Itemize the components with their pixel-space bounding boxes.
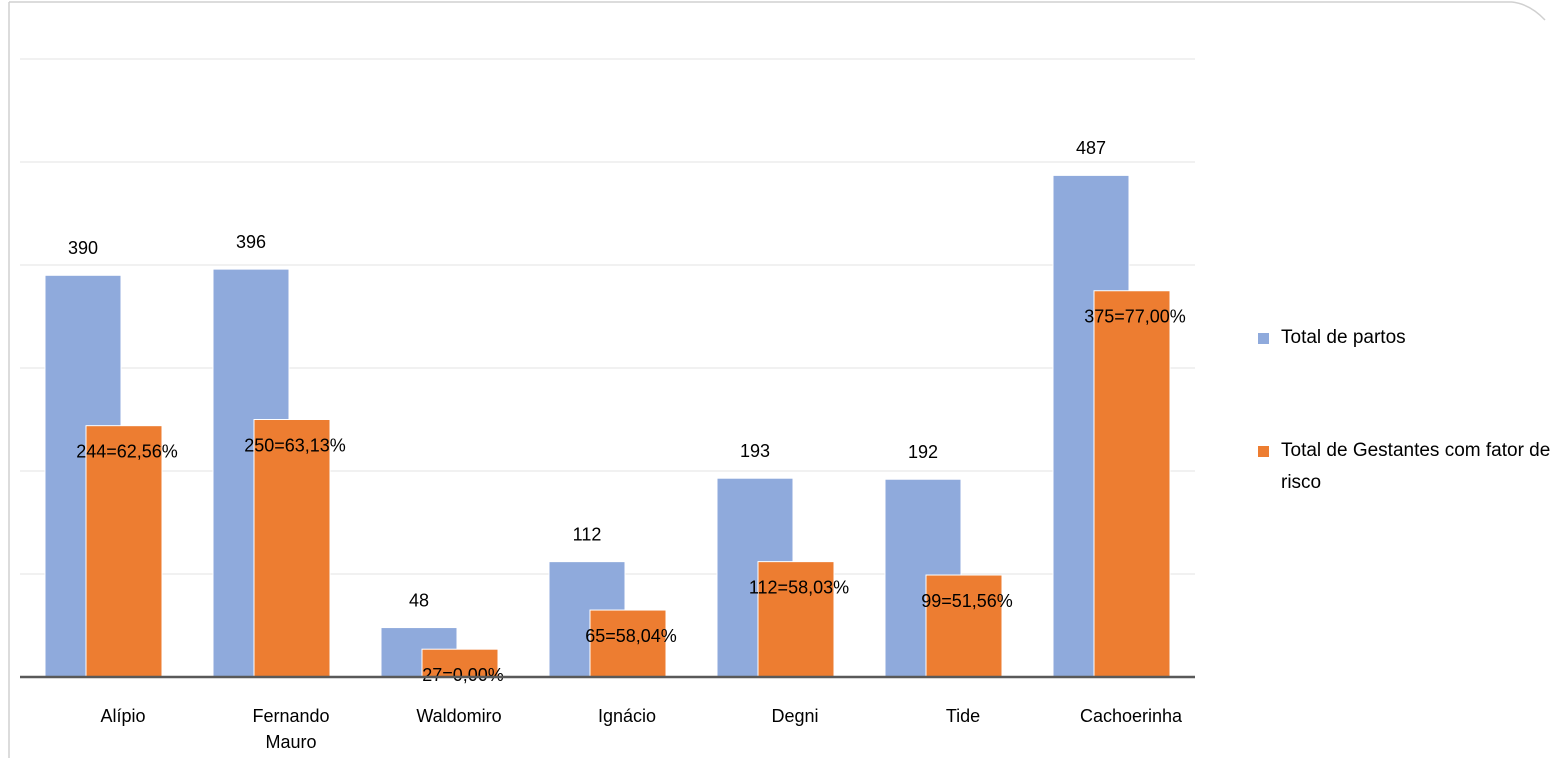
data-label: 99=51,56%	[921, 591, 1013, 611]
data-label: 112	[573, 524, 602, 544]
bar	[757, 561, 835, 678]
x-tick-label: Degni	[771, 706, 819, 726]
x-tick-label: Waldomiro	[416, 706, 502, 726]
x-tick-label: Tide	[945, 706, 981, 726]
x-tick-label: Ignácio	[597, 706, 657, 726]
x-tick-label: Cachoerinha	[1079, 706, 1183, 726]
data-label: 250=63,13%	[244, 435, 346, 455]
frame-corner	[1511, 1, 1546, 21]
data-label: 65=58,04%	[585, 626, 677, 646]
x-tick-label: Alípio	[100, 706, 146, 726]
data-label: 487	[1076, 138, 1106, 158]
data-label: 375=77,00%	[1084, 307, 1186, 327]
legend-label: Total de Gestantes com fator de risco	[1281, 440, 1551, 493]
bar	[1093, 290, 1171, 678]
legend-swatch	[1258, 446, 1269, 457]
bar	[85, 425, 163, 678]
legend-swatch	[1258, 333, 1269, 344]
data-label: 193	[740, 441, 770, 461]
data-label: 48	[409, 590, 429, 610]
bar	[925, 574, 1003, 678]
bar	[421, 648, 499, 678]
bar	[589, 609, 667, 678]
data-label: 390	[68, 238, 98, 258]
data-label: 112=58,03%	[749, 577, 849, 597]
x-tick-label: Fernando Mauro	[252, 706, 330, 752]
data-label: 244=62,56%	[76, 441, 178, 461]
bar	[253, 419, 331, 678]
legend-label: Total de partos	[1281, 327, 1406, 348]
data-label: 192	[908, 442, 938, 462]
data-label: 396	[236, 232, 266, 252]
data-label: 27=0,00%	[422, 665, 504, 685]
